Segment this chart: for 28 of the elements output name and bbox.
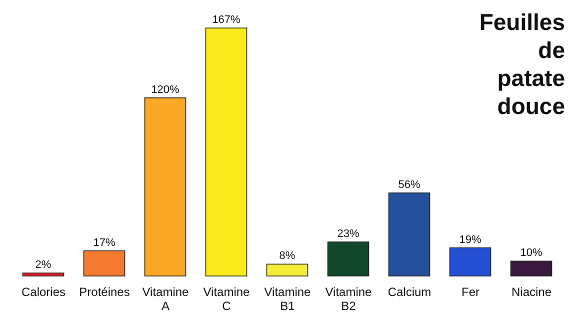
data-label: 19% — [459, 234, 482, 246]
bar — [22, 272, 64, 276]
bar — [266, 264, 308, 276]
text: Feuilles de patate douce — [479, 8, 565, 120]
x-tick-label: Protéines — [79, 285, 130, 299]
bar — [327, 241, 370, 276]
bar — [144, 97, 186, 276]
bar — [205, 28, 248, 276]
data-label: 56% — [398, 178, 420, 191]
x-tick-label: Vitamine B2 — [325, 285, 372, 313]
x-tick-label: Fer — [462, 285, 480, 299]
data-label: 10% — [520, 247, 542, 260]
data-label: 167% — [212, 14, 241, 26]
bar — [449, 247, 492, 276]
x-tick-label: Vitamine A — [142, 285, 190, 313]
bar — [388, 192, 430, 276]
x-tick-label: Niacine — [511, 285, 552, 299]
x-tick-label: Calories — [21, 285, 66, 299]
data-label: 2% — [35, 259, 52, 272]
data-label: 23% — [337, 228, 360, 240]
data-label: 8% — [279, 250, 296, 262]
x-tick-label: Calcium — [388, 285, 432, 299]
data-label: 120% — [151, 84, 180, 96]
x-tick-label: Vitamine C — [203, 285, 250, 313]
bar — [510, 260, 552, 276]
x-tick-label: Vitamine B1 — [264, 285, 312, 313]
data-label: 17% — [93, 236, 116, 249]
bar — [83, 250, 126, 276]
